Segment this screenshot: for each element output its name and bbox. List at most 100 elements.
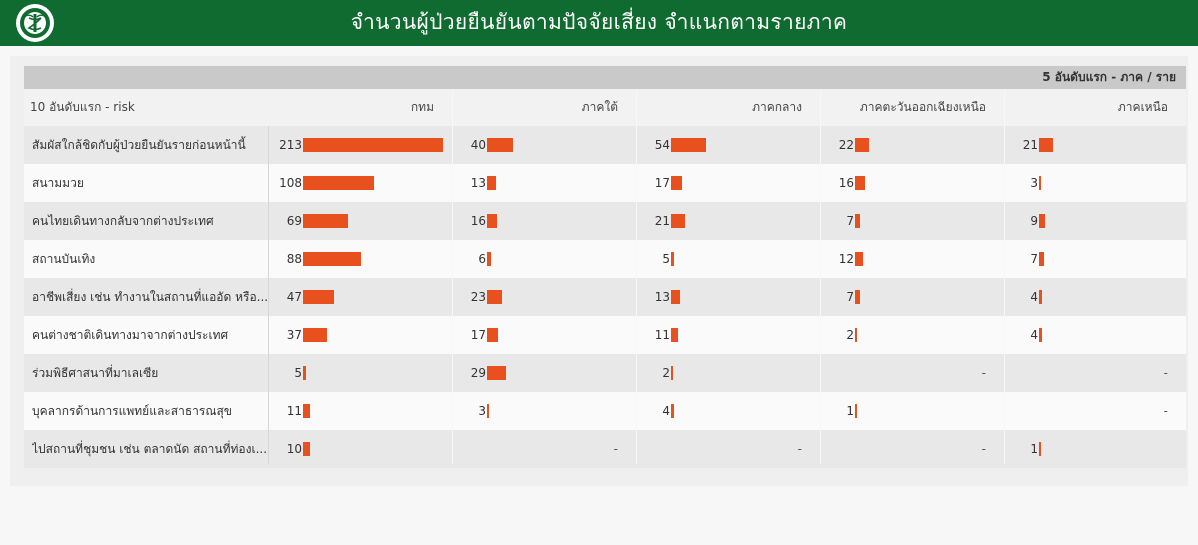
data-label: 9: [1030, 214, 1038, 228]
row-label: ร่วมพิธีศาสนาที่มาเลเซีย: [32, 366, 159, 380]
row-label: สนามมวย: [32, 176, 84, 190]
missing-value: -: [1163, 404, 1168, 418]
bar: [855, 138, 870, 152]
data-label: 2: [846, 328, 854, 342]
bar: [671, 252, 675, 266]
bar: [303, 176, 374, 190]
data-label: 29: [470, 366, 486, 380]
bar: [1039, 290, 1042, 304]
table-row: คนไทยเดินทางกลับจากต่างประเทศ: [24, 202, 1186, 240]
data-label: 11: [286, 404, 302, 418]
bar: [671, 290, 680, 304]
bar: [487, 290, 503, 304]
filter-bar: 5 อันดับแรก - ภาค / ราย: [24, 66, 1186, 89]
bar: [487, 328, 499, 342]
table-row: สัมผัสใกล้ชิดกับผู้ป่วยยืนยันรายก่อนหน้า…: [24, 126, 1186, 164]
data-label: 3: [478, 404, 486, 418]
data-label: 4: [662, 404, 670, 418]
data-label: 23: [470, 290, 486, 304]
data-label: 13: [470, 176, 486, 190]
data-label: 17: [654, 176, 670, 190]
data-label: 4: [1030, 328, 1038, 342]
top-n-label: 5 อันดับแรก - ภาค / ราย: [1042, 70, 1176, 84]
bar: [303, 366, 307, 380]
bar: [303, 252, 361, 266]
row-label: อาชีพเสี่ยง เช่น ทำงานในสถานที่แออัด หรื…: [32, 290, 269, 304]
data-label: 21: [654, 214, 670, 228]
data-label: 17: [470, 328, 486, 342]
bar: [671, 176, 683, 190]
table-row: ไปสถานที่ชุมชน เช่น ตลาดนัด สถานที่ท่องเ…: [24, 430, 1186, 468]
data-label: 54: [654, 138, 670, 152]
data-label: 12: [838, 252, 854, 266]
bar: [855, 404, 857, 418]
emblem-icon: [16, 4, 54, 42]
table-row: ร่วมพิธีศาสนาที่มาเลเซีย: [24, 354, 1186, 392]
data-label: 3: [1030, 176, 1038, 190]
bar: [487, 366, 506, 380]
missing-value: -: [981, 366, 986, 380]
bar: [671, 328, 679, 342]
missing-value: -: [1163, 366, 1168, 380]
bar: [671, 366, 673, 380]
bar: [303, 214, 349, 228]
title-bar: จำนวนผู้ป่วยยืนยันตามปัจจัยเสี่ยง จำแนกต…: [0, 0, 1198, 46]
data-label: 1: [1030, 442, 1038, 456]
data-label: 10: [286, 442, 302, 456]
data-label: 40: [470, 138, 486, 152]
bar: [303, 442, 310, 456]
data-label: 213: [279, 138, 302, 152]
bar: [1039, 328, 1042, 342]
data-label: 2: [662, 366, 670, 380]
data-label: 7: [1030, 252, 1038, 266]
data-label: 5: [662, 252, 670, 266]
table-row: สถานบันเทิง: [24, 240, 1186, 278]
bar: [671, 138, 707, 152]
row-label: คนต่างชาติเดินทางมาจากต่างประเทศ: [32, 328, 229, 342]
bar: [303, 328, 328, 342]
bar: [855, 328, 857, 342]
bar: [1039, 252, 1044, 266]
data-label: 47: [286, 290, 302, 304]
column-header: ภาคกลาง: [752, 100, 802, 114]
data-label: 4: [1030, 290, 1038, 304]
bar: [1039, 138, 1053, 152]
data-label: 22: [838, 138, 854, 152]
data-label: 37: [286, 328, 302, 342]
row-label: ไปสถานที่ชุมชน เช่น ตลาดนัด สถานที่ท่องเ…: [32, 442, 268, 456]
table-row: อาชีพเสี่ยง เช่น ทำงานในสถานที่แออัด หรื…: [24, 278, 1186, 316]
bar: [855, 214, 860, 228]
table-row: คนต่างชาติเดินทางมาจากต่างประเทศ: [24, 316, 1186, 354]
bar: [487, 404, 489, 418]
bar: [671, 214, 685, 228]
column-divider: [452, 89, 453, 464]
missing-value: -: [981, 442, 986, 456]
bar: [487, 176, 496, 190]
column-divider: [820, 89, 821, 464]
data-label: 21: [1022, 138, 1038, 152]
missing-value: -: [797, 442, 802, 456]
bar: [303, 138, 443, 152]
data-label: 88: [286, 252, 302, 266]
bar: [487, 214, 498, 228]
bar: [1039, 214, 1045, 228]
data-label: 5: [294, 366, 302, 380]
bar: [487, 252, 491, 266]
row-label: สัมผัสใกล้ชิดกับผู้ป่วยยืนยันรายก่อนหน้า…: [32, 138, 246, 152]
row-label: สถานบันเทิง: [32, 252, 96, 266]
row-header: 10 อันดับแรก - risk: [30, 100, 135, 114]
data-label: 108: [279, 176, 302, 190]
column-divider: [636, 89, 637, 464]
data-label: 6: [478, 252, 486, 266]
column-divider: [268, 126, 269, 464]
column-header: กทม: [410, 100, 434, 114]
column-header: ภาคตะวันออกเฉียงเหนือ: [859, 100, 986, 114]
data-label: 16: [470, 214, 486, 228]
column-divider: [1004, 89, 1005, 464]
data-label: 16: [838, 176, 854, 190]
data-label: 69: [286, 214, 302, 228]
row-label: คนไทยเดินทางกลับจากต่างประเทศ: [32, 214, 214, 228]
data-label: 7: [846, 290, 854, 304]
data-label: 1: [846, 404, 854, 418]
bar: [855, 290, 860, 304]
